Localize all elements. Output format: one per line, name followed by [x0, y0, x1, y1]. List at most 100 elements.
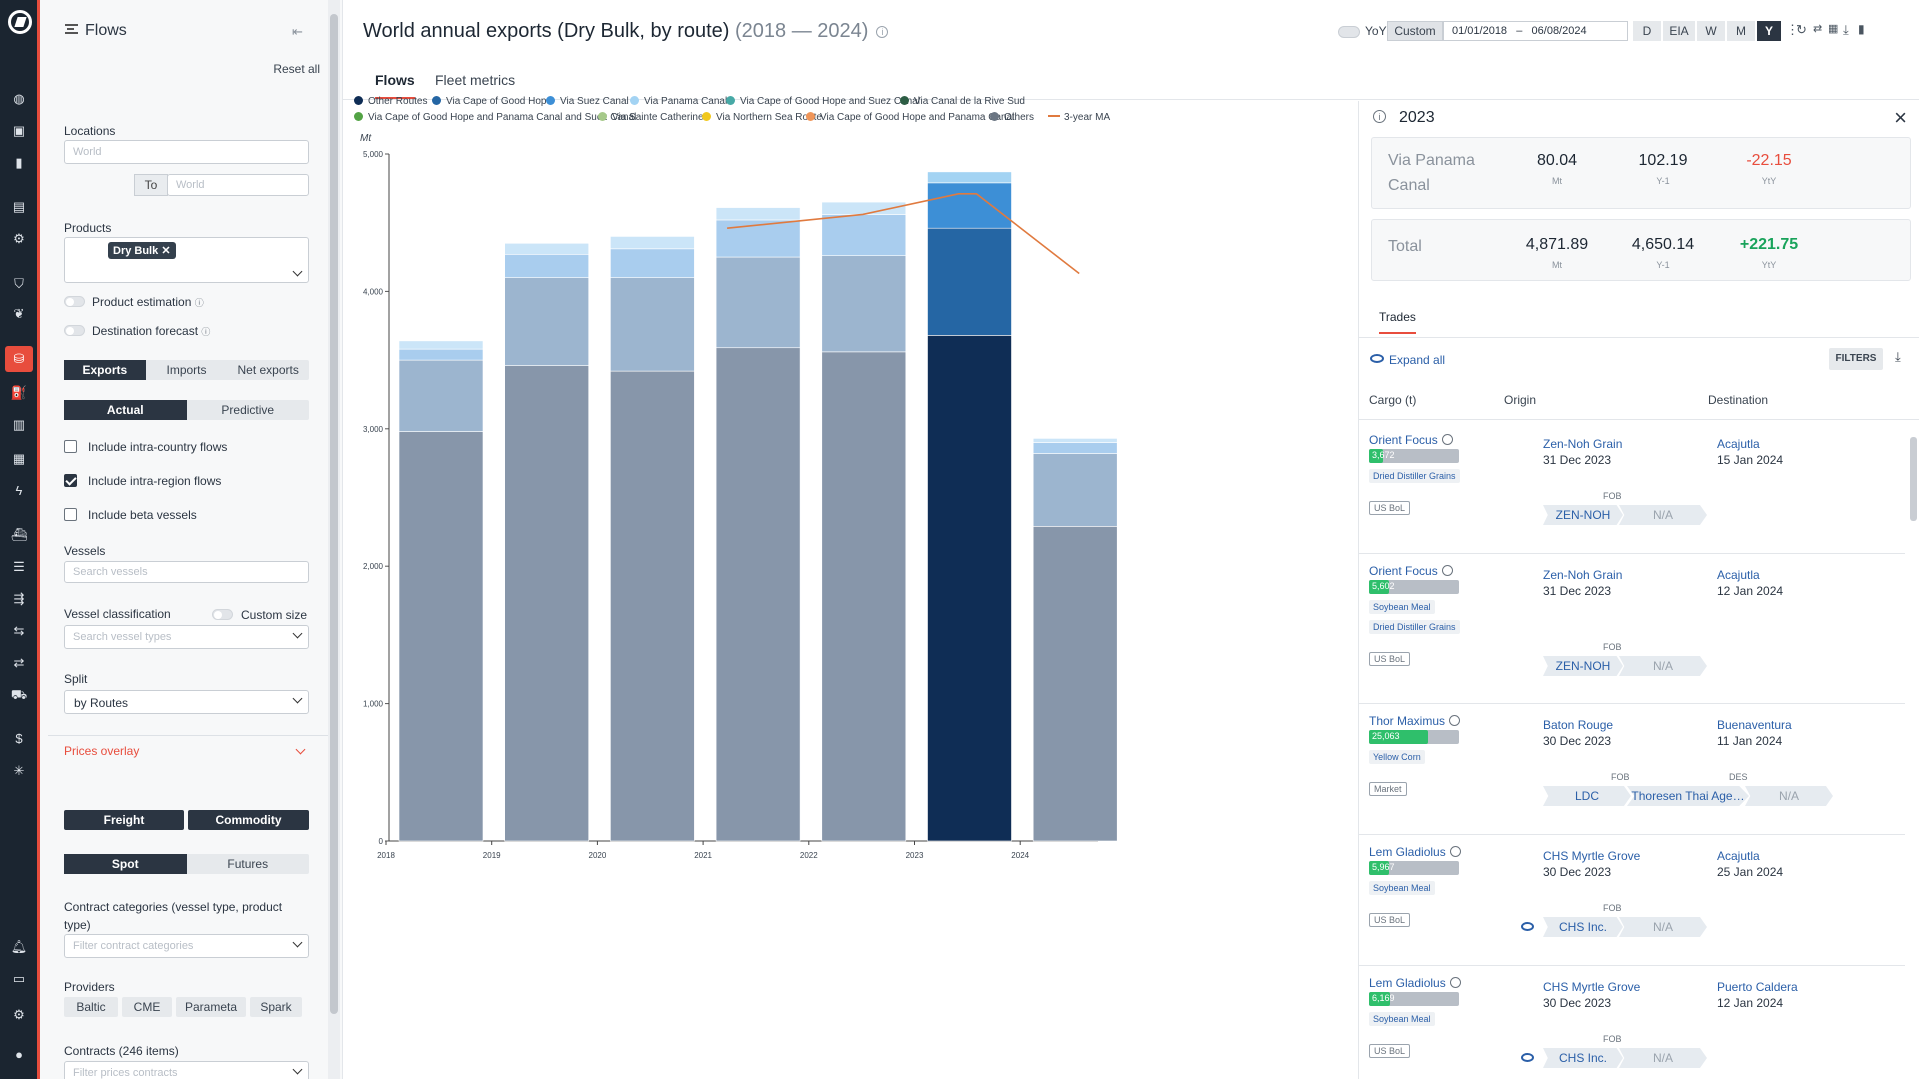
power-icon[interactable]: ϟ: [15, 483, 23, 498]
granularity-month[interactable]: M: [1727, 21, 1755, 41]
vessel-name[interactable]: Orient Focus: [1369, 433, 1453, 447]
product-tag[interactable]: Dried Distiller Grains: [1369, 620, 1460, 634]
oil-icon[interactable]: ⛽: [10, 385, 28, 400]
contracts-select[interactable]: Filter prices contracts: [64, 1061, 309, 1079]
legend-item[interactable]: Via Suez Canal: [546, 96, 629, 107]
layout-icon[interactable]: ▦: [1828, 23, 1839, 35]
news-icon[interactable]: ▤: [12, 199, 26, 214]
intra-country-checkbox[interactable]: [64, 440, 77, 453]
destination-name[interactable]: Acajutla: [1717, 437, 1760, 451]
legend-item[interactable]: Via Northern Sea Route: [702, 112, 822, 123]
product-tag[interactable]: Soybean Meal: [1369, 881, 1435, 895]
legend-item[interactable]: Others: [990, 112, 1034, 123]
custom-size-toggle[interactable]: [212, 609, 233, 620]
bookmark-icon[interactable]: ▮: [1858, 22, 1865, 36]
prices-overlay-toggle[interactable]: Prices overlay: [64, 744, 140, 758]
custom-range-button[interactable]: Custom: [1387, 21, 1443, 41]
counterparty-chip[interactable]: Thoresen Thai Age…: [1627, 786, 1749, 806]
column-destination[interactable]: Destination: [1708, 393, 1769, 407]
provider-spark[interactable]: Spark: [250, 997, 302, 1017]
more-icon[interactable]: ⋮: [1786, 22, 1799, 37]
provider-baltic[interactable]: Baltic: [64, 997, 118, 1017]
counterparty-chip[interactable]: LDC: [1543, 786, 1631, 806]
origin-name[interactable]: Baton Rouge: [1543, 718, 1614, 732]
remove-tag-icon[interactable]: ✕: [161, 245, 171, 257]
origin-name[interactable]: CHS Myrtle Grove: [1543, 849, 1641, 863]
profile-icon[interactable]: ●: [15, 1047, 23, 1062]
column-origin[interactable]: Origin: [1504, 393, 1537, 407]
vessel-name[interactable]: Lem Gladiolus: [1369, 845, 1461, 859]
products-select[interactable]: [64, 237, 309, 283]
product-tag[interactable]: Dried Distiller Grains: [1369, 469, 1460, 483]
scrollbar-thumb[interactable]: [330, 14, 338, 1014]
date-range-input[interactable]: 01/01/2018 – 06/08/2024: [1443, 21, 1628, 41]
imports-button[interactable]: Imports: [166, 363, 207, 377]
vessel-types-select[interactable]: Search vessel types: [64, 625, 309, 649]
predictive-button[interactable]: Predictive: [221, 403, 275, 417]
counterparty-chip[interactable]: N/A: [1619, 1048, 1707, 1068]
vessel-name-text[interactable]: Orient Focus: [1369, 433, 1438, 447]
yoy-toggle[interactable]: [1338, 26, 1360, 38]
vessel-name[interactable]: Lem Gladiolus: [1369, 976, 1461, 990]
download-icon[interactable]: ⤓: [1895, 349, 1901, 364]
counterparty-chip[interactable]: CHS Inc.: [1543, 1048, 1623, 1068]
destination-name[interactable]: Acajutla: [1717, 568, 1760, 582]
provider-cme[interactable]: CME: [122, 997, 172, 1017]
vessel-name[interactable]: Thor Maximus: [1369, 714, 1461, 728]
intra-region-checkbox[interactable]: [64, 474, 77, 487]
dashboard-icon[interactable]: ▣: [12, 123, 26, 138]
origin-name[interactable]: CHS Myrtle Grove: [1543, 980, 1641, 994]
eye-icon[interactable]: [1521, 1053, 1534, 1062]
counterparty-chip[interactable]: ZEN-NOH: [1543, 505, 1623, 525]
counterparty-chip[interactable]: N/A: [1619, 917, 1707, 937]
legend-item[interactable]: Via Sainte Catherine: [598, 112, 704, 123]
origin-input[interactable]: World: [64, 140, 309, 164]
vessel-name-text[interactable]: Orient Focus: [1369, 564, 1438, 578]
lng-icon[interactable]: ▦: [12, 451, 26, 466]
analytics-icon[interactable]: ⚙: [13, 231, 25, 246]
info-icon[interactable]: i: [876, 25, 889, 38]
asterisk-icon[interactable]: ✳: [13, 763, 25, 778]
product-tag[interactable]: Soybean Meal: [1369, 1012, 1435, 1026]
list-icon[interactable]: ☰: [13, 559, 25, 574]
logo-icon[interactable]: [8, 10, 32, 34]
trade-row[interactable]: Lem Gladiolus 5,967 Soybean Meal US BoL CHS …: [1359, 835, 1905, 966]
vessel-name-text[interactable]: Thor Maximus: [1369, 714, 1446, 728]
download-icon[interactable]: ⤓: [1843, 22, 1849, 37]
product-tag[interactable]: Dry Bulk ✕: [108, 242, 176, 259]
vessels-search-input[interactable]: Search vessels: [64, 561, 309, 583]
net-exports-button[interactable]: Net exports: [237, 363, 299, 377]
refresh-icon[interactable]: ↻: [1796, 22, 1807, 37]
transfer-icon[interactable]: ⇆: [13, 623, 25, 638]
counterparty-chip[interactable]: ZEN-NOH: [1543, 656, 1623, 676]
commodity-button[interactable]: Commodity: [188, 810, 309, 830]
granularity-day[interactable]: D: [1633, 21, 1661, 41]
reset-all-link[interactable]: Reset all: [273, 62, 320, 76]
freight-button[interactable]: Freight: [64, 810, 184, 830]
counterparty-chip[interactable]: N/A: [1619, 505, 1707, 525]
exports-button[interactable]: Exports: [64, 360, 146, 380]
trade-row[interactable]: Thor Maximus 25,063 Yellow Corn Market Baton…: [1359, 704, 1905, 835]
legend-item[interactable]: Via Cape of Good Hope and Panama Canal a…: [354, 112, 636, 123]
vessel-name-text[interactable]: Lem Gladiolus: [1369, 845, 1446, 859]
compare-icon[interactable]: ⇄: [1813, 23, 1823, 35]
trade-row[interactable]: Lem Gladiolus 6,169 Soybean Meal US BoL CHS …: [1359, 966, 1905, 1079]
bell-icon[interactable]: 🔔︎: [10, 939, 28, 954]
counterparty-chip[interactable]: N/A: [1745, 786, 1833, 806]
destination-name[interactable]: Buenaventura: [1717, 718, 1792, 732]
product-tag[interactable]: Soybean Meal: [1369, 600, 1435, 614]
destination-input[interactable]: World: [167, 174, 309, 196]
dollar-icon[interactable]: $: [15, 731, 23, 746]
scrollbar-thumb[interactable]: [1910, 437, 1917, 521]
eye-icon[interactable]: [1370, 354, 1384, 363]
filters-button[interactable]: FILTERS: [1829, 348, 1883, 370]
destination-name[interactable]: Puerto Caldera: [1717, 980, 1798, 994]
globe-icon[interactable]: ◍: [13, 91, 25, 106]
route-icon[interactable]: ⇄: [13, 655, 25, 670]
tab-fleet-metrics[interactable]: Fleet metrics: [435, 72, 516, 88]
destination-forecast-toggle[interactable]: [64, 325, 85, 336]
futures-button[interactable]: Futures: [227, 857, 269, 871]
legend-item[interactable]: Via Cape of Good Hope and Panama Canal: [806, 112, 1014, 123]
legend-item[interactable]: Other Routes: [354, 96, 427, 107]
close-icon[interactable]: ×: [1894, 105, 1907, 130]
